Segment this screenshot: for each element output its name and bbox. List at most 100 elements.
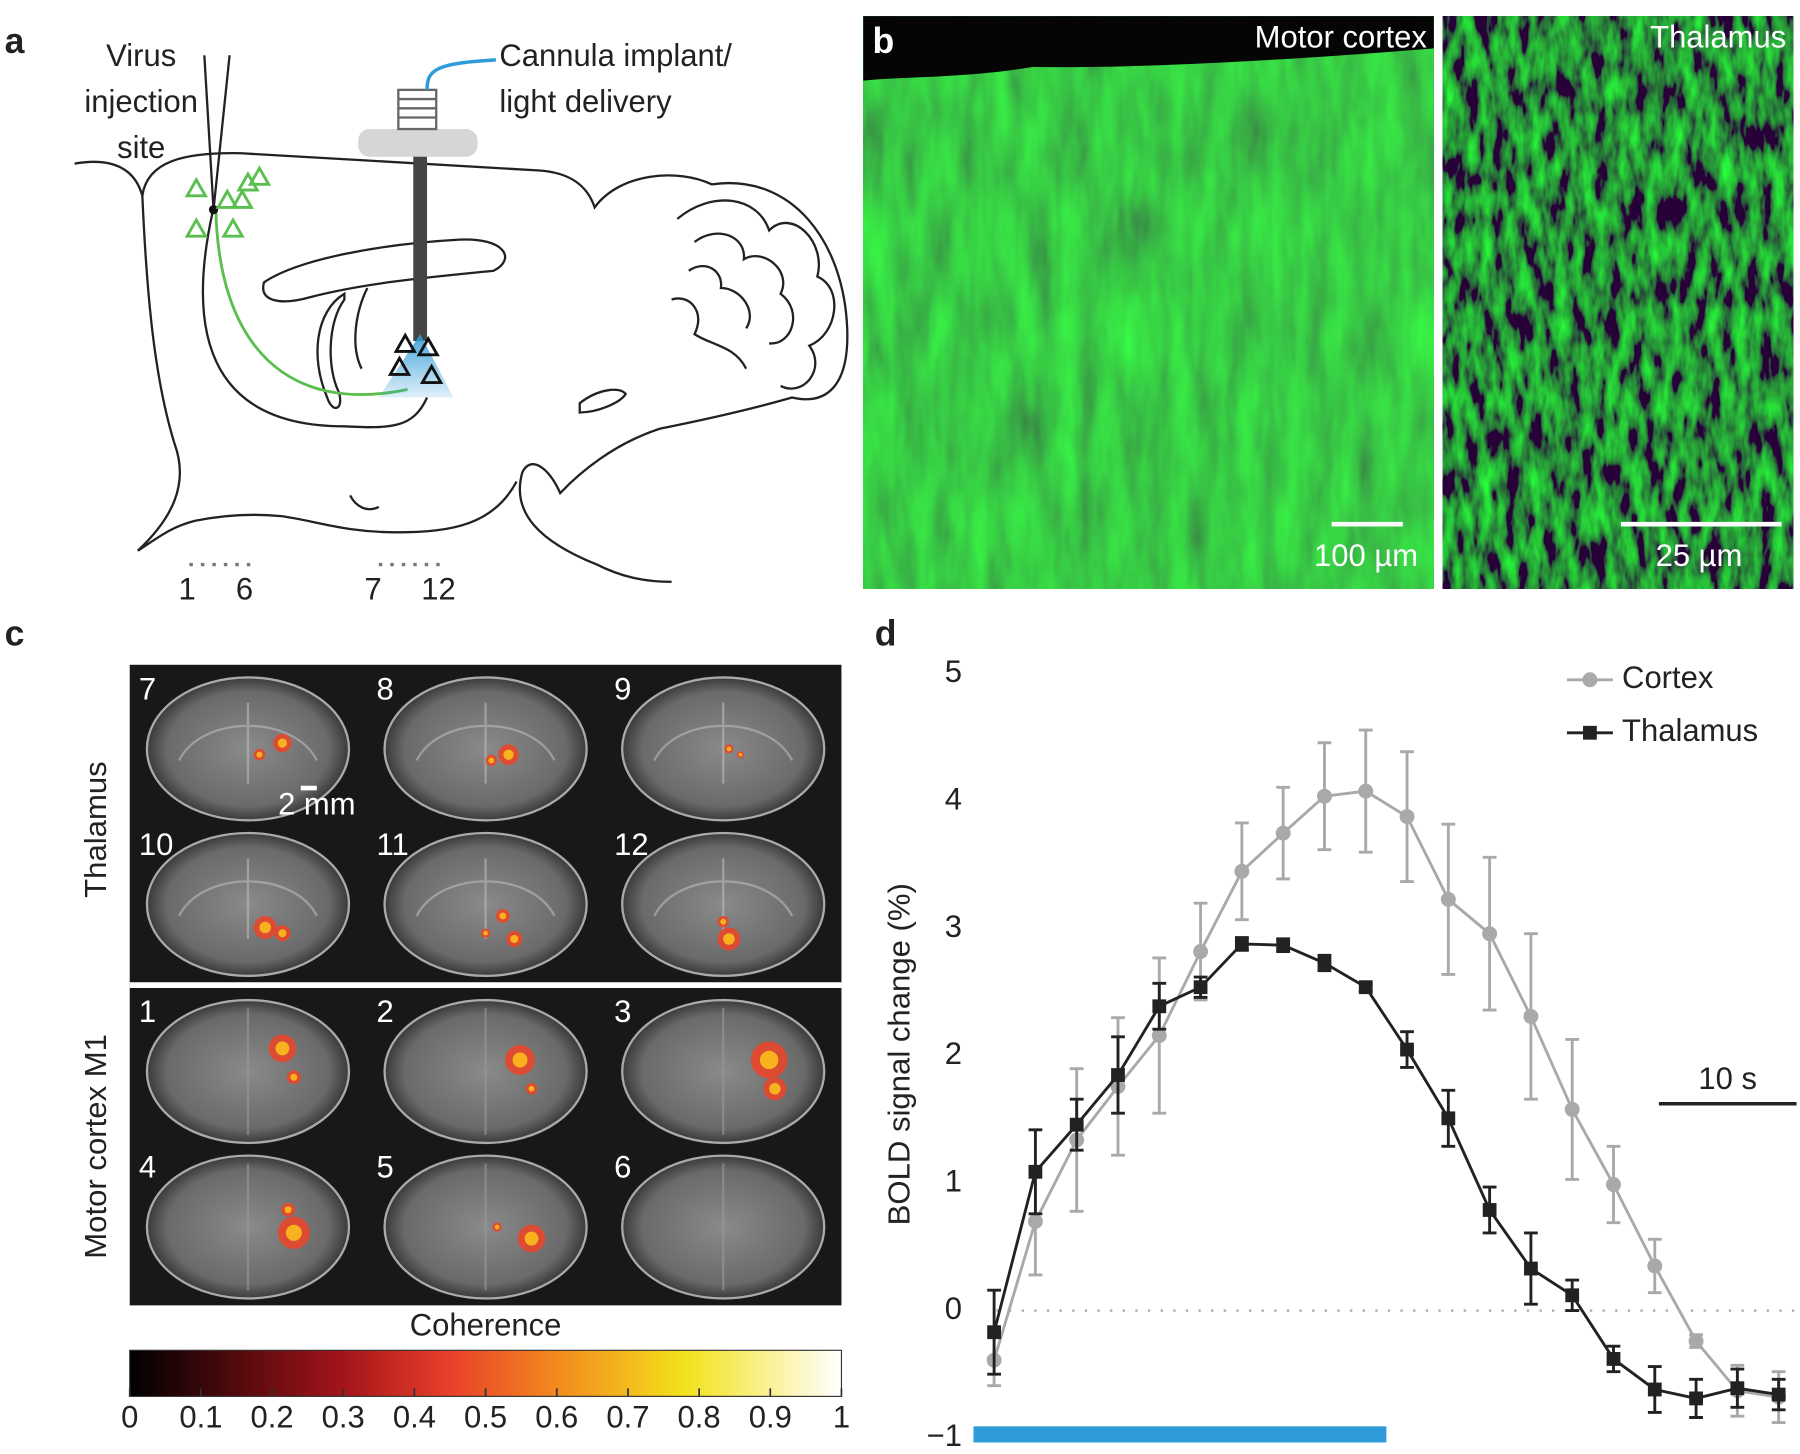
- stimulus-bar: [973, 1426, 1387, 1443]
- data-point: [1564, 1101, 1580, 1117]
- slice-range: 6: [236, 571, 253, 606]
- decoration: [184, 165, 272, 238]
- activation: [723, 933, 735, 945]
- activation: [278, 929, 287, 938]
- colorbar-tick-label: 0: [121, 1400, 138, 1435]
- fiber: [425, 58, 497, 90]
- light-cone: [378, 334, 454, 398]
- activation: [759, 1050, 779, 1070]
- data-point: [1440, 891, 1456, 907]
- slice-range: 1: [178, 571, 195, 606]
- data-point: [1689, 1391, 1703, 1406]
- data-point: [1234, 863, 1250, 879]
- scale-label: 2 mm: [278, 787, 355, 822]
- data-point: [1482, 926, 1498, 942]
- data-point: [1647, 1382, 1662, 1397]
- y-tick-label: 0: [945, 1291, 962, 1326]
- data-point: [1730, 1381, 1745, 1396]
- data-point: [1151, 1028, 1167, 1044]
- colorbar-tick-label: 0.1: [179, 1400, 222, 1435]
- panel-d: d BOLD signal change (%) −1 0 1 2 3 4 5 10 s Cor…: [875, 613, 1797, 1453]
- colorbar-title: Coherence: [410, 1307, 562, 1342]
- data-point: [1565, 1288, 1580, 1303]
- data-point: [1771, 1387, 1786, 1402]
- background: [863, 16, 1434, 81]
- fold: [671, 199, 836, 390]
- cannula-label: light delivery: [499, 84, 672, 119]
- activation: [499, 912, 507, 920]
- activation: [726, 746, 732, 752]
- activation: [528, 1085, 535, 1092]
- time-scale-label: 10 s: [1698, 1061, 1757, 1096]
- panel-label: a: [5, 21, 26, 61]
- y-tick-label: 1: [945, 1163, 962, 1198]
- data-point: [1111, 1068, 1125, 1082]
- brain-outline: [74, 152, 849, 583]
- data-point: [1027, 1213, 1043, 1229]
- slice-structure: [653, 702, 794, 784]
- colorbar-tick-label: 0.7: [606, 1400, 649, 1435]
- scale-label: 100 µm: [1314, 538, 1418, 573]
- activation: [290, 1073, 298, 1081]
- slice-number: 6: [614, 1150, 631, 1185]
- activation: [510, 934, 519, 944]
- colorbar-tick-label: 1: [833, 1400, 850, 1435]
- projection: [201, 212, 429, 429]
- structure: [349, 388, 628, 511]
- legend-marker: [1582, 672, 1598, 688]
- slice-number: 12: [614, 827, 648, 862]
- injection-label: Virus: [106, 38, 176, 73]
- data-point: [1647, 1258, 1663, 1274]
- slice-number: 10: [139, 827, 173, 862]
- data-point: [1152, 999, 1167, 1014]
- slice-number: 5: [377, 1150, 394, 1185]
- colorbar-ticks: 0 0.1 0.2 0.3 0.4 0.5 0.6 0.7 0.8 0.9 1: [121, 1388, 850, 1435]
- slice-number: 9: [614, 671, 631, 706]
- y-axis-label: BOLD signal change (%): [881, 883, 916, 1225]
- slice-number: 7: [139, 671, 156, 706]
- series-line: [992, 942, 1779, 1400]
- data-point: [1441, 1111, 1456, 1126]
- y-tick-label: 3: [945, 909, 962, 944]
- activation: [503, 749, 514, 760]
- activation: [285, 1224, 302, 1241]
- panel-a: a Virus injection site Cannula implant/ …: [5, 21, 849, 606]
- projection: [214, 207, 408, 396]
- activation: [259, 921, 271, 934]
- image-title: Thalamus: [1650, 19, 1786, 54]
- legend-marker: [1583, 725, 1597, 740]
- chart: −1 0 1 2 3 4 5 10 s Cortex Thalamus: [927, 654, 1797, 1453]
- data-point: [1606, 1352, 1621, 1366]
- y-tick-label: −1: [927, 1418, 962, 1453]
- data-point: [1482, 1203, 1497, 1217]
- panel-b: b Motor cortex Thalamus 100 µm 25 µm: [863, 16, 1794, 589]
- colorbar-tick-label: 0.9: [749, 1400, 792, 1435]
- data-point: [1524, 1261, 1538, 1276]
- data-point: [1276, 938, 1291, 953]
- panel-label: b: [872, 21, 894, 61]
- slice-number: 1: [139, 994, 156, 1029]
- scale-label: 25 µm: [1656, 538, 1743, 573]
- injection-point: [208, 205, 219, 215]
- colorbar-tick-label: 0.6: [535, 1400, 578, 1435]
- activation: [738, 752, 743, 757]
- cannula-base: [358, 129, 478, 157]
- data-point: [1358, 783, 1374, 799]
- colorbar-tick-label: 0.8: [678, 1400, 721, 1435]
- data-point: [1606, 1177, 1621, 1193]
- slice-structure: [415, 858, 556, 939]
- data-point: [1234, 936, 1249, 951]
- y-tick-label: 4: [945, 781, 962, 816]
- activation: [284, 1206, 292, 1214]
- cannula-shaft: [413, 156, 428, 342]
- panel-label: d: [875, 613, 897, 653]
- region-label: Thalamus: [78, 761, 113, 898]
- panel-c: c 7 8 910 11 121 2 34 5 6 Thalamus Motor cortex …: [5, 613, 850, 1434]
- slice-number: 8: [377, 671, 394, 706]
- data-point: [1688, 1333, 1704, 1349]
- activation: [524, 1231, 539, 1246]
- activation: [512, 1052, 528, 1068]
- coil-line: [398, 97, 437, 119]
- activation: [769, 1083, 781, 1095]
